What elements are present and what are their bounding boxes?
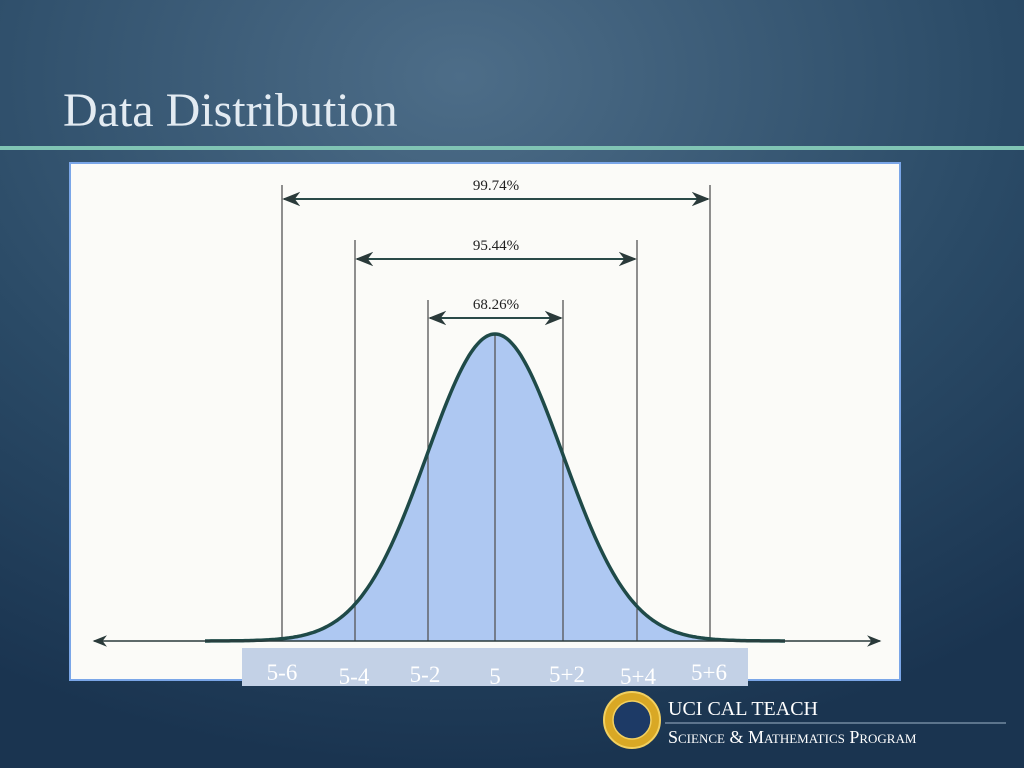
guide-lines [281, 185, 711, 641]
range-arrows [282, 191, 710, 326]
title-rule [0, 146, 1024, 150]
axis-label: 5-4 [339, 664, 370, 689]
seal-inner [612, 700, 652, 740]
logo: UCI CAL TEACH Science & Mathematics Prog… [603, 691, 1006, 749]
logo-program: Science & Mathematics Program [668, 727, 917, 747]
logo-name: UCI CAL TEACH [668, 698, 818, 720]
label-strip [242, 648, 748, 686]
axis-label: 5+4 [620, 664, 656, 689]
figure: 99.74% 95.44% 68.26% [69, 162, 901, 681]
axis-label: 5-2 [410, 662, 441, 687]
axis-label: 5+6 [691, 660, 727, 685]
axis-label: 5+2 [549, 662, 585, 687]
axis-label: 5 [489, 664, 501, 689]
range-label: 95.44% [473, 238, 519, 254]
range-label: 99.74% [473, 178, 519, 194]
axis-label: 5-6 [267, 660, 298, 685]
range-label: 68.26% [473, 297, 519, 313]
curve-area [282, 334, 710, 641]
slide-title: Data Distribution [63, 84, 398, 137]
